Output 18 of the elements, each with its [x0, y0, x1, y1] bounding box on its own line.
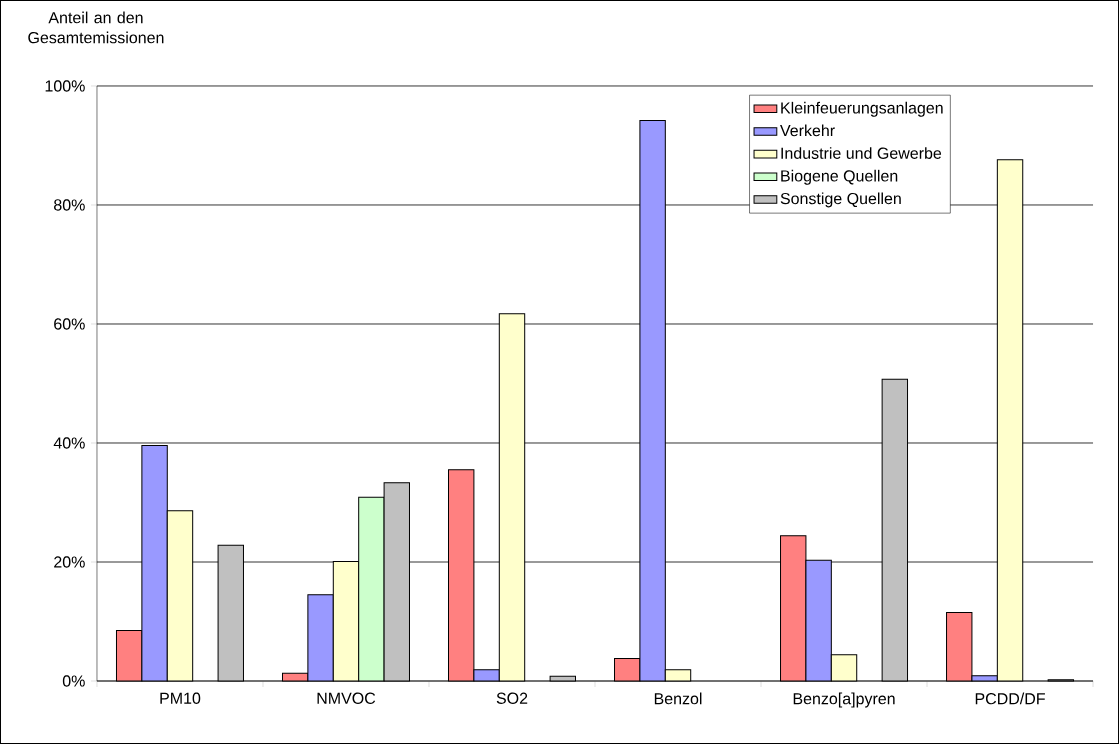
legend-label: Kleinfeuerungsanlagen: [781, 101, 943, 117]
y-tick-label: 40%: [53, 437, 85, 449]
x-tick-label: SO2: [496, 692, 528, 704]
x-tick-label: PM10: [160, 692, 201, 704]
x-tick-label: PCDD/DF: [975, 692, 1045, 705]
y-tick-label: 80%: [54, 199, 85, 211]
y-tick-label: 60%: [54, 318, 85, 330]
y-axis-title: Anteil an den Gesamtemissionen: [28, 11, 164, 44]
x-tick-label: Benzo[a]pyren: [793, 692, 895, 708]
legend-label: Sonstige Quellen: [780, 192, 901, 208]
y-tick-label: 0%: [62, 675, 85, 687]
x-tick-label: NMVOC: [317, 692, 376, 704]
y-tick-label: 100%: [45, 80, 85, 92]
legend-label: Verkehr: [780, 124, 835, 137]
legend-label: Biogene Quellen: [781, 169, 898, 185]
legend-label: Industrie und Gewerbe: [781, 147, 942, 159]
y-tick-label: 20%: [54, 556, 85, 568]
x-tick-label: Benzol: [654, 692, 702, 705]
